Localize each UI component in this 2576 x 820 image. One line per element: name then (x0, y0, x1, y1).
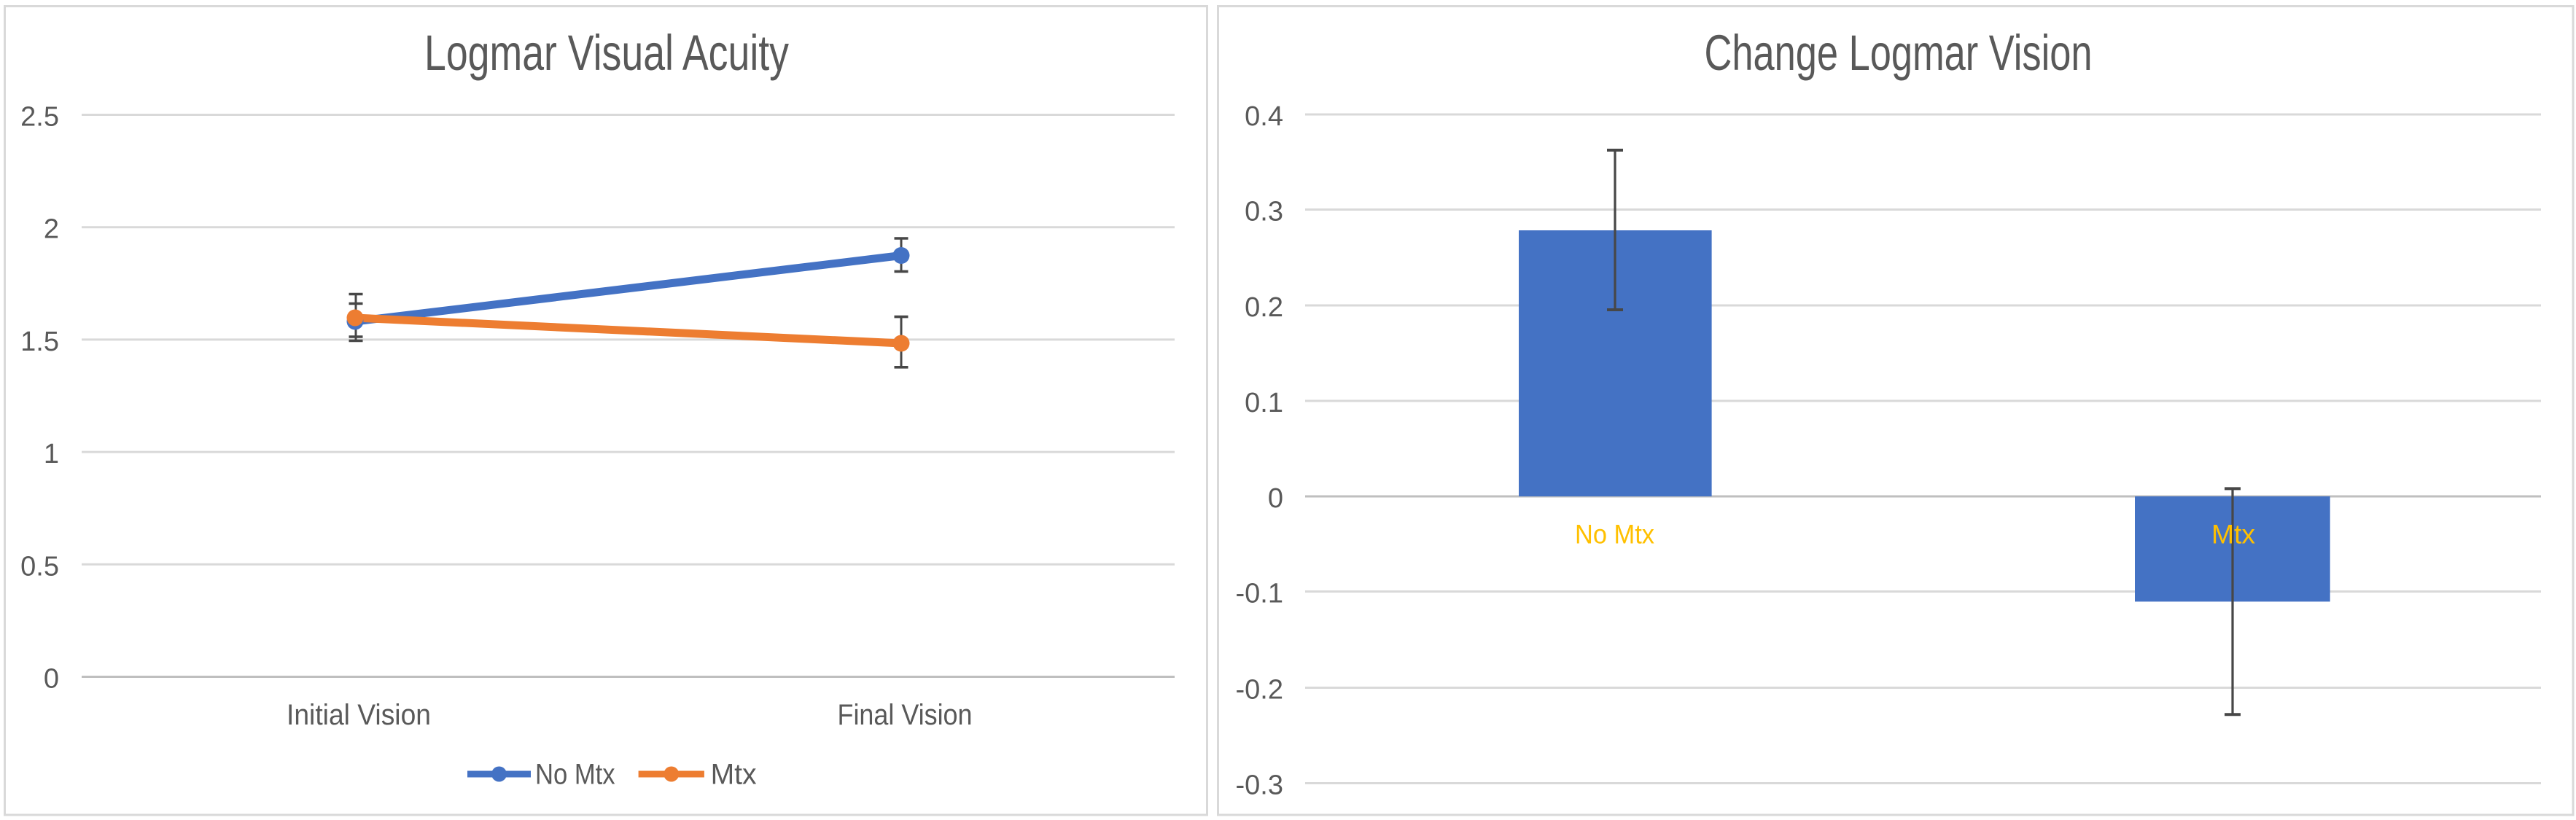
svg-text:0.5: 0.5 (20, 551, 59, 582)
svg-text:0.1: 0.1 (1245, 388, 1283, 418)
svg-text:0.2: 0.2 (1245, 292, 1283, 323)
svg-text:No Mtx: No Mtx (535, 759, 615, 791)
svg-text:-0.3: -0.3 (1236, 770, 1283, 801)
svg-text:Logmar Visual Acuity: Logmar Visual Acuity (424, 25, 789, 81)
svg-text:Mtx: Mtx (711, 759, 757, 791)
svg-text:0.3: 0.3 (1245, 197, 1283, 227)
svg-text:-0.1: -0.1 (1236, 579, 1283, 609)
svg-text:2.5: 2.5 (20, 102, 59, 133)
svg-text:1.5: 1.5 (20, 327, 59, 357)
svg-text:Change Logmar Vision: Change Logmar Vision (1705, 25, 2093, 81)
svg-text:0: 0 (44, 664, 59, 695)
svg-text:0: 0 (1268, 483, 1283, 514)
svg-text:Mtx: Mtx (2211, 520, 2255, 550)
svg-text:-0.2: -0.2 (1236, 675, 1283, 706)
svg-text:Final Vision: Final Vision (838, 699, 973, 731)
svg-text:No Mtx: No Mtx (1575, 520, 1654, 550)
svg-text:Initial Vision: Initial Vision (287, 699, 431, 731)
svg-text:1: 1 (44, 439, 59, 469)
svg-text:2: 2 (44, 214, 59, 245)
svg-text:0.4: 0.4 (1245, 101, 1283, 132)
